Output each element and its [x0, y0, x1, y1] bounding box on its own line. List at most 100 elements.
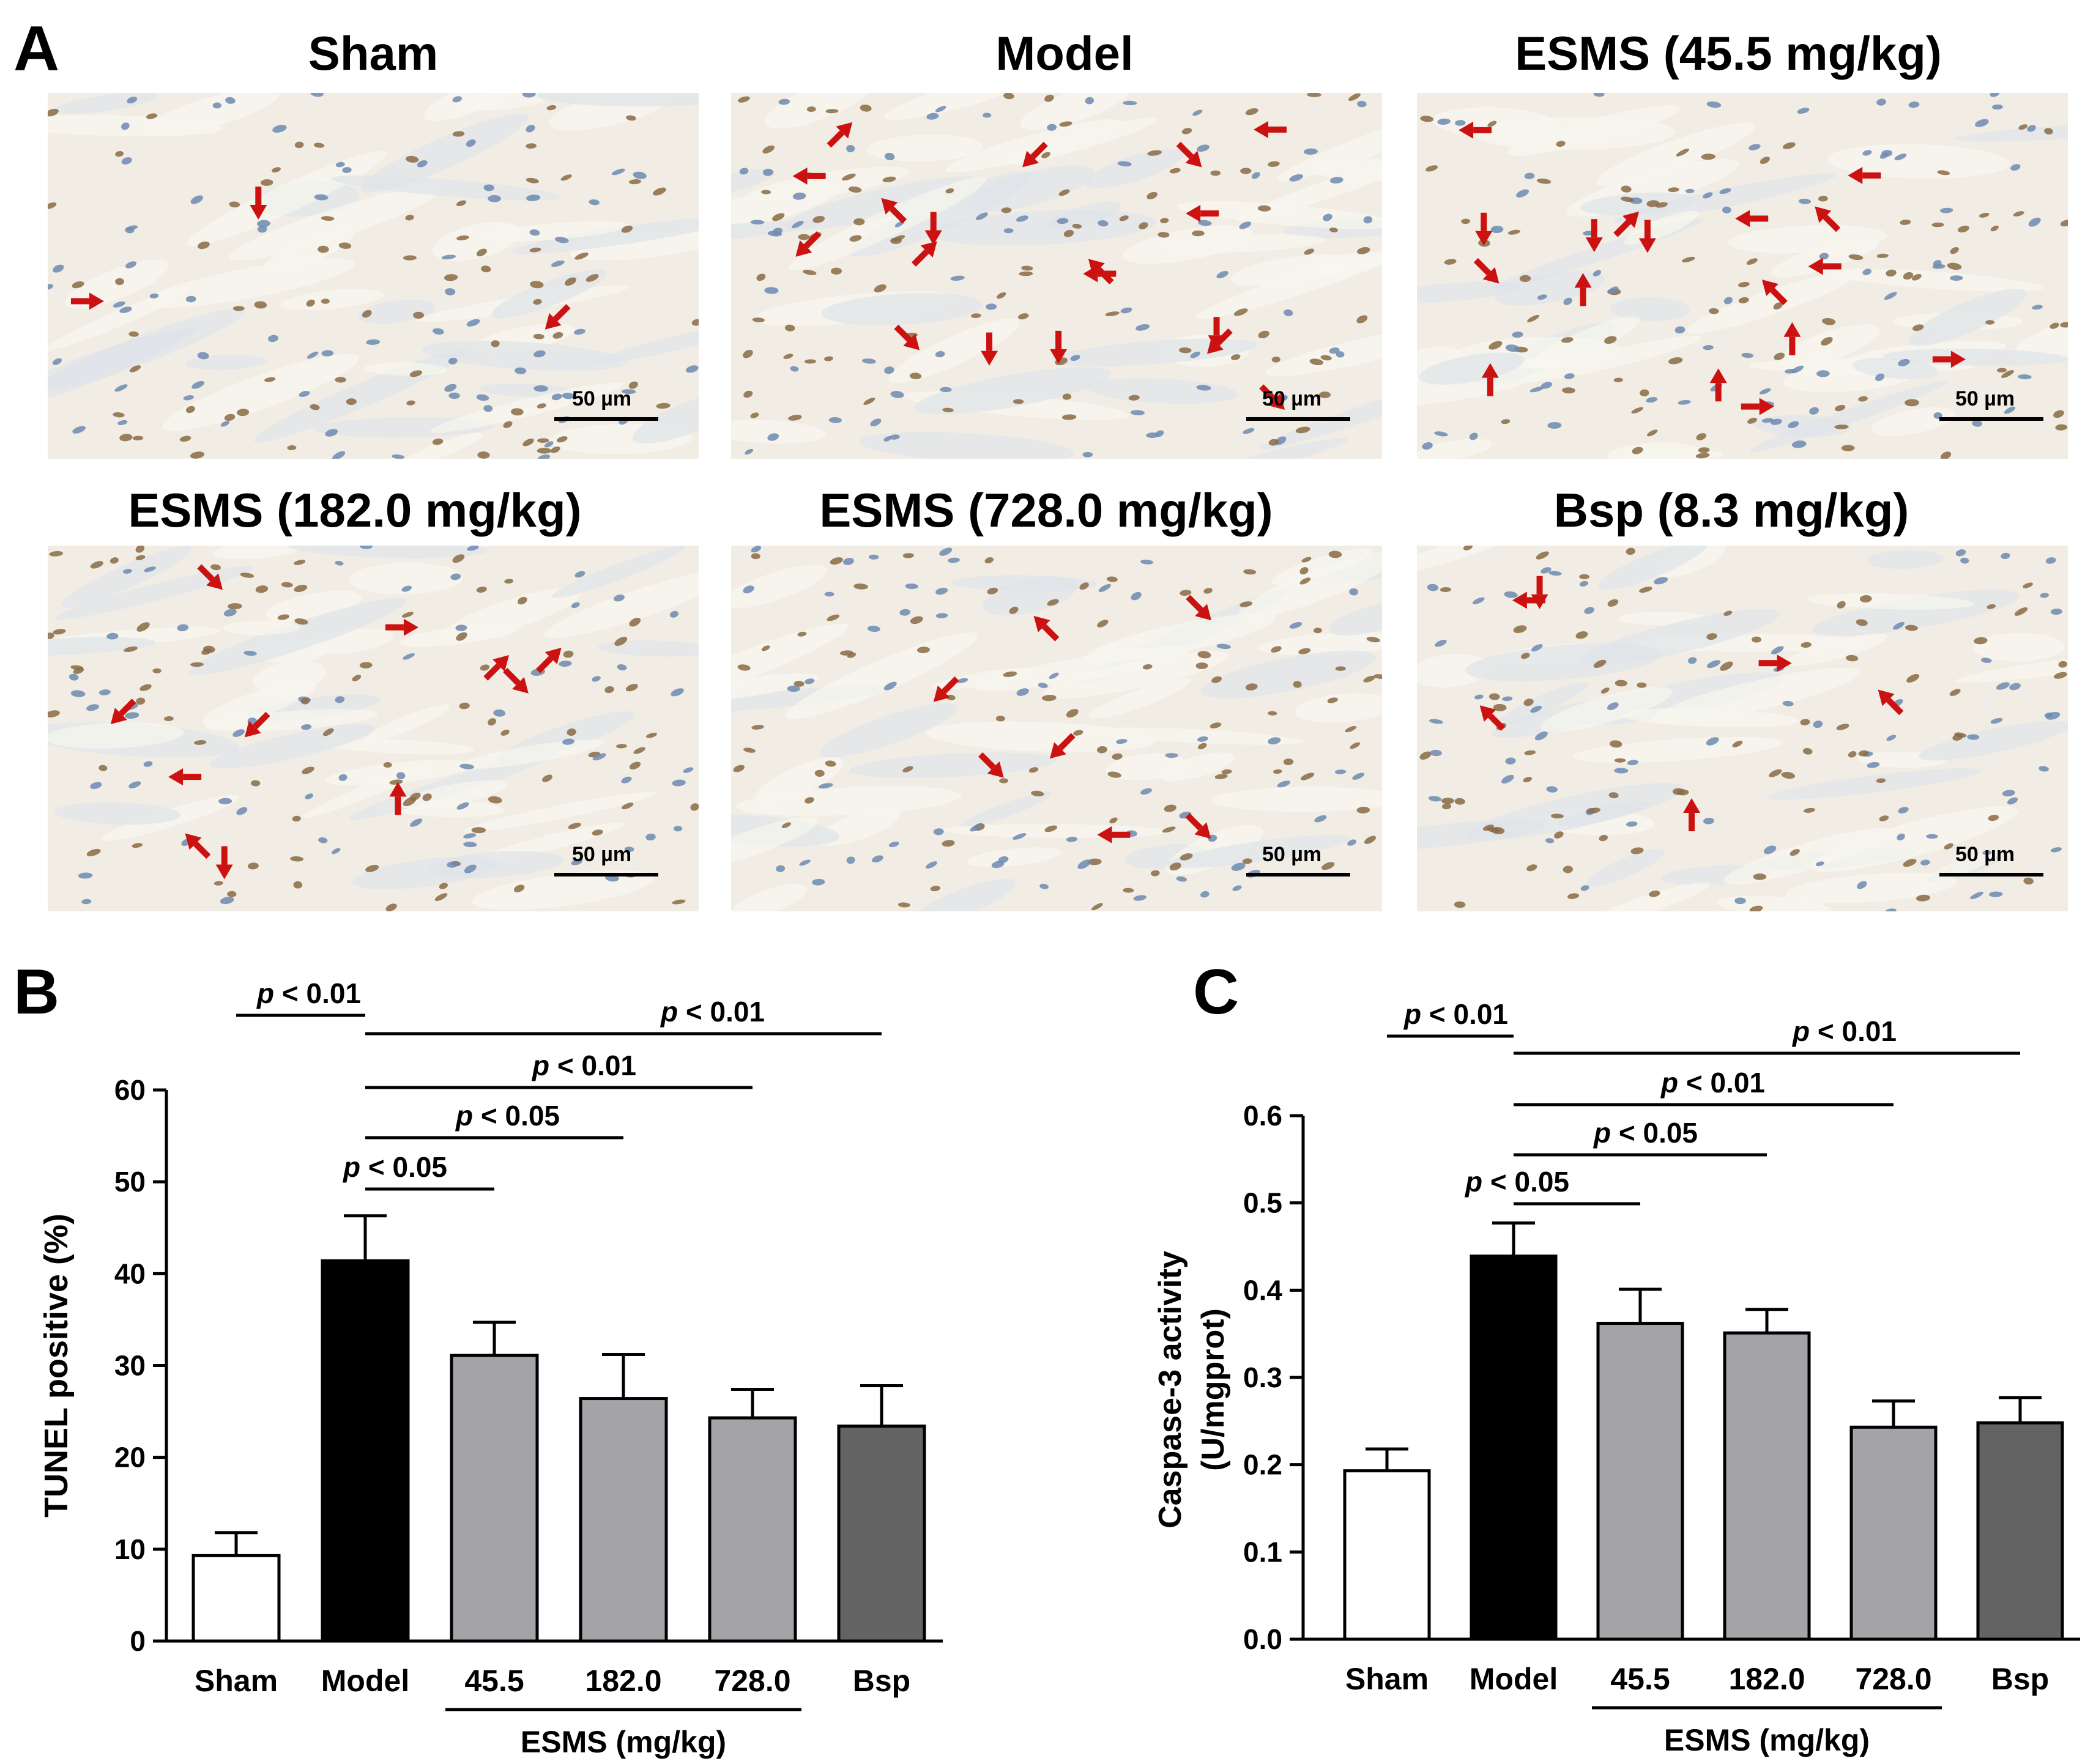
cell-nucleus [1587, 807, 1601, 814]
cell-nucleus [562, 393, 574, 399]
cell-nucleus [2044, 128, 2053, 135]
cell-nucleus [1231, 862, 1246, 871]
cell-nucleus [529, 229, 540, 236]
cell-nucleus [1350, 742, 1361, 749]
cell-nucleus [1746, 258, 1758, 265]
tissue-fibre [458, 739, 604, 769]
x-axis-group-label: ESMS (mg/kg) [521, 1725, 726, 1759]
cell-nucleus [1210, 722, 1222, 728]
cell-nucleus [1621, 196, 1634, 202]
cell-nucleus [1328, 550, 1342, 558]
cell-nucleus [1996, 682, 2010, 690]
x-tick-label: 728.0 [714, 1664, 790, 1698]
tissue-fibre [144, 258, 355, 308]
tissue-fibre [263, 229, 354, 273]
cell-nucleus [220, 421, 229, 427]
cell-nucleus [1352, 773, 1365, 780]
cell-nucleus [1600, 687, 1610, 694]
red-arrow-icon [1033, 615, 1060, 642]
cell-nucleus [898, 902, 910, 908]
cell-nucleus [2044, 712, 2053, 718]
cell-nucleus [314, 194, 329, 201]
cell-nucleus [2001, 552, 2010, 559]
tissue-fibre [551, 546, 685, 598]
tissue-fibre [1723, 828, 1894, 884]
cell-nucleus [574, 571, 585, 578]
cell-nucleus [471, 827, 486, 834]
cell-nucleus [183, 395, 195, 401]
cell-nucleus [1524, 172, 1535, 179]
cell-nucleus [872, 855, 883, 863]
cell-nucleus [1169, 168, 1181, 174]
cell-nucleus [1158, 232, 1170, 238]
cell-nucleus [1072, 223, 1082, 229]
cell-nucleus [132, 843, 143, 848]
cell-nucleus [49, 550, 64, 557]
cell-nucleus [164, 716, 174, 721]
cell-nucleus [1804, 807, 1815, 813]
cell-nucleus [237, 409, 250, 417]
bar-sham [191, 1554, 281, 1643]
cell-nucleus [1545, 838, 1555, 843]
cell-nucleus [69, 673, 79, 681]
cell-nucleus [868, 554, 879, 560]
y-axis-label: TUNEL positive (%) [38, 1214, 75, 1518]
tissue-fibre [430, 382, 623, 433]
tissue-fibre [1086, 378, 1238, 404]
cell-nucleus [1001, 207, 1012, 213]
cell-nucleus [1797, 108, 1810, 114]
cell-nucleus [1440, 587, 1451, 593]
cell-nucleus [1955, 549, 1966, 557]
cell-nucleus [616, 744, 627, 749]
cell-nucleus [197, 352, 209, 360]
cell-nucleus [537, 438, 549, 443]
tissue-fibre [1199, 438, 1348, 459]
cell-nucleus [240, 573, 255, 578]
red-arrow-icon [1762, 280, 1788, 305]
cell-nucleus [281, 582, 293, 588]
x-tick-label: Sham [1345, 1662, 1429, 1696]
cell-nucleus [124, 646, 138, 653]
y-tick-label: 0.6 [1243, 1100, 1282, 1132]
tissue-fibre [1806, 593, 1975, 610]
cell-nucleus [1941, 451, 1952, 459]
cell-nucleus [119, 434, 133, 442]
cell-nucleus [888, 841, 899, 848]
cell-nucleus [272, 124, 287, 133]
cell-nucleus [571, 859, 583, 865]
cell-nucleus [1903, 272, 1914, 280]
cell-nucleus [307, 351, 319, 359]
scale-label-bsp: 50 µm [1955, 843, 2015, 866]
cell-nucleus [853, 218, 865, 226]
cell-nucleus [1059, 121, 1072, 127]
cell-nucleus [1798, 198, 1812, 204]
cell-nucleus [301, 724, 312, 730]
cell-nucleus [1245, 108, 1258, 116]
cell-nucleus [1599, 834, 1608, 842]
tissue-fibre [1295, 693, 1382, 723]
cell-nucleus [1251, 172, 1260, 179]
tissue-fibre [595, 318, 699, 363]
cell-nucleus [1782, 700, 1794, 706]
cell-nucleus [1720, 661, 1733, 671]
cell-nucleus [1516, 189, 1529, 198]
red-arrow-icon [168, 768, 202, 786]
cell-nucleus [1862, 269, 1872, 275]
cell-nucleus [935, 587, 948, 595]
tissue-fibre [1918, 850, 2001, 887]
cell-nucleus [585, 274, 599, 282]
cell-nucleus [2060, 322, 2068, 328]
tissue-fibre [1417, 546, 1539, 577]
cell-nucleus [776, 865, 786, 872]
y-axis-label: Caspase-3 activity [1153, 1251, 1188, 1529]
cell-nucleus [1749, 905, 1763, 911]
cell-nucleus [1345, 725, 1357, 733]
cell-nucleus [567, 728, 576, 736]
cell-nucleus [995, 716, 1005, 722]
red-arrow-icon [197, 564, 223, 590]
tissue-fibre [731, 673, 819, 705]
cell-nucleus [383, 762, 392, 768]
cell-nucleus [2045, 557, 2056, 564]
cell-nucleus [1041, 152, 1050, 158]
cell-nucleus [1116, 739, 1128, 744]
